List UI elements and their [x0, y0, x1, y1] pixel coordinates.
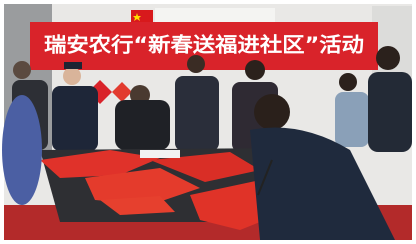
- person-head: [245, 60, 265, 80]
- person-body: [115, 100, 170, 150]
- person-head: [63, 67, 81, 85]
- person-body: [368, 72, 412, 152]
- person-head: [254, 94, 290, 130]
- foreground-person: [2, 95, 42, 205]
- police-cap: [64, 62, 82, 69]
- person-body: [335, 92, 369, 147]
- person-head: [187, 55, 205, 73]
- person-head: [13, 61, 31, 79]
- paper-sheet: [140, 150, 180, 158]
- person-head: [339, 73, 357, 91]
- person-body: [52, 86, 98, 151]
- person-head: [376, 46, 400, 70]
- person-body: [175, 76, 219, 151]
- photo: 瑞安农行“新春送福进社区”活动: [0, 0, 416, 244]
- banner-text: 瑞安农行“新春送福进社区”活动: [44, 33, 364, 57]
